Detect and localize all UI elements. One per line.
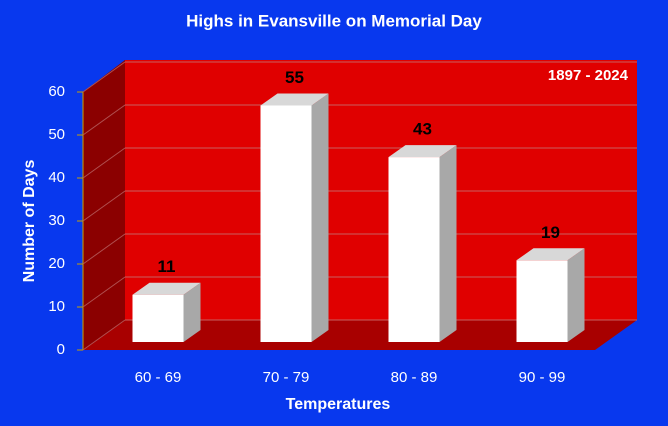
back-wall — [125, 60, 637, 320]
y-tick-label: 40 — [48, 169, 65, 186]
y-tick-label: 10 — [48, 298, 65, 315]
value-label: 11 — [158, 257, 176, 276]
bar-top — [132, 282, 201, 295]
x-tick-label: 90 - 99 — [519, 369, 566, 386]
bar-side — [439, 145, 457, 342]
bar — [132, 294, 184, 342]
x-axis-title: Temperatures — [286, 396, 391, 413]
x-tick-label: 60 - 69 — [135, 369, 182, 386]
bar-top — [388, 145, 457, 158]
side-wall — [83, 60, 125, 350]
grid-line — [82, 147, 126, 179]
bar — [388, 157, 440, 342]
grid-line — [82, 61, 126, 93]
bar — [260, 105, 312, 342]
value-label: 19 — [541, 223, 560, 242]
y-tick-label: 60 — [48, 83, 65, 100]
y-tick-label: 0 — [57, 341, 65, 358]
bar-top — [260, 93, 329, 106]
bar-top — [516, 248, 585, 261]
chart-title: Highs in Evansville on Memorial Day — [186, 11, 482, 30]
y-tick-label: 50 — [48, 126, 65, 143]
grid-line — [82, 319, 126, 351]
value-label: 43 — [413, 120, 432, 139]
grid-line — [82, 276, 126, 308]
x-tick-label: 80 - 89 — [391, 369, 438, 386]
grid-line — [82, 233, 126, 265]
grid-line — [82, 190, 126, 222]
bar-side — [567, 248, 585, 342]
annotation: 1897 - 2024 — [548, 67, 629, 84]
bar-side — [183, 282, 201, 342]
bar-side — [311, 93, 329, 342]
y-tick-label: 20 — [48, 255, 65, 272]
x-tick-label: 70 - 79 — [263, 369, 310, 386]
floor — [83, 320, 637, 350]
y-tick-label: 30 — [48, 212, 65, 229]
grid-line — [82, 104, 126, 136]
bar — [516, 260, 568, 342]
y-axis-title: Number of Days — [21, 160, 38, 283]
value-label: 55 — [285, 68, 304, 87]
